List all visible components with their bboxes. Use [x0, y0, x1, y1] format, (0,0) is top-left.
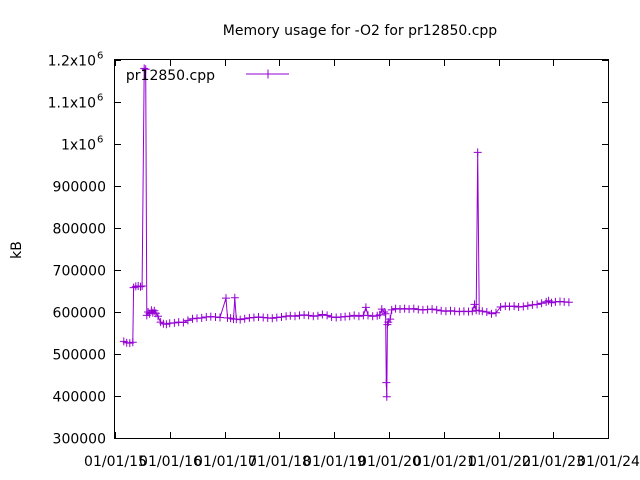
y-tick-label: 700000 [53, 264, 106, 280]
y-tick-label: 900000 [53, 180, 106, 196]
y-tick-label: 600000 [53, 306, 106, 322]
y-axis-label: kB [9, 241, 25, 259]
data-point [128, 338, 137, 347]
y-tick-label: 400000 [53, 390, 106, 406]
y-tick-label: 800000 [53, 222, 106, 238]
data-point [277, 313, 286, 321]
data-point [136, 282, 145, 291]
data-point [144, 308, 153, 316]
data-point [140, 64, 149, 73]
data-point [236, 315, 245, 324]
data-point [510, 302, 519, 311]
data-point [154, 312, 162, 321]
x-tick-label: 01/01/24 [577, 454, 640, 470]
data-point [240, 314, 249, 323]
data-point [523, 301, 532, 310]
y-tick-label: 300000 [53, 432, 106, 448]
legend: pr12850.cpp [126, 68, 289, 84]
plot-area [119, 64, 573, 401]
data-point [364, 311, 372, 320]
data-point [492, 308, 500, 317]
data-point [478, 307, 487, 316]
chart-title: Memory usage for -O2 for pr12850.cpp [223, 23, 498, 39]
legend-label: pr12850.cpp [126, 68, 215, 84]
data-point [162, 320, 171, 329]
y-axis-ticks: 300000 400000 500000 600000 700000 800000 9000… [48, 51, 608, 448]
x-tick-label: 01/01/16 [139, 454, 202, 470]
data-point [381, 309, 390, 318]
y-tick-exponent: 6 [97, 135, 103, 146]
data-point [354, 312, 363, 321]
data-point [470, 300, 479, 309]
x-tick-label: 01/01/15 [84, 454, 147, 470]
x-tick-label: 01/01/17 [194, 454, 257, 470]
data-point [382, 378, 391, 387]
data-point [313, 311, 322, 320]
data-point [170, 318, 179, 327]
x-tick-label: 01/01/20 [358, 454, 421, 470]
data-point [318, 310, 327, 319]
data-point [473, 148, 482, 157]
data-point [382, 392, 391, 401]
data-point [197, 313, 206, 322]
data-point [361, 303, 370, 312]
data-point [386, 315, 395, 324]
data-point [387, 305, 396, 314]
y-tick-label: 1.1x10 [48, 96, 96, 112]
data-point [183, 316, 192, 325]
x-tick-label: 01/01/22 [468, 454, 531, 470]
data-point [428, 305, 437, 314]
y-tick-exponent: 6 [97, 93, 103, 104]
data-point [230, 293, 239, 302]
x-tick-label: 01/01/19 [303, 454, 366, 470]
data-point [323, 311, 332, 320]
data-point [304, 311, 313, 320]
data-point [222, 294, 230, 303]
series-line [123, 67, 569, 397]
data-point [291, 312, 299, 321]
x-tick-label: 01/01/23 [522, 454, 585, 470]
data-point [380, 308, 389, 316]
data-point [345, 312, 354, 321]
data-point [141, 65, 150, 74]
y-tick-label: 1x10 [61, 138, 96, 154]
data-point [482, 308, 491, 316]
data-point [138, 282, 147, 290]
data-point [216, 313, 224, 322]
y-tick-exponent: 6 [97, 51, 103, 62]
data-point [350, 311, 359, 320]
x-tick-label: 01/01/21 [413, 454, 476, 470]
data-point [537, 299, 546, 308]
x-axis-ticks: 01/01/1501/01/1601/01/1701/01/1801/01/19… [84, 60, 640, 470]
data-point [496, 303, 505, 311]
data-point [519, 302, 528, 311]
data-point [179, 318, 188, 327]
data-point [409, 304, 418, 313]
data-point [375, 310, 384, 319]
y-tick-label: 1.2x10 [48, 54, 96, 70]
y-tick-label: 500000 [53, 348, 106, 364]
data-point [547, 298, 556, 307]
plot-border [114, 59, 609, 439]
data-point [468, 307, 477, 316]
legend-marker [263, 69, 273, 79]
data-point [268, 314, 277, 323]
data-point [487, 309, 496, 318]
data-point [432, 305, 441, 314]
data-point [533, 300, 542, 309]
x-tick-label: 01/01/18 [248, 454, 311, 470]
data-point [129, 283, 138, 292]
data-point [564, 298, 573, 307]
